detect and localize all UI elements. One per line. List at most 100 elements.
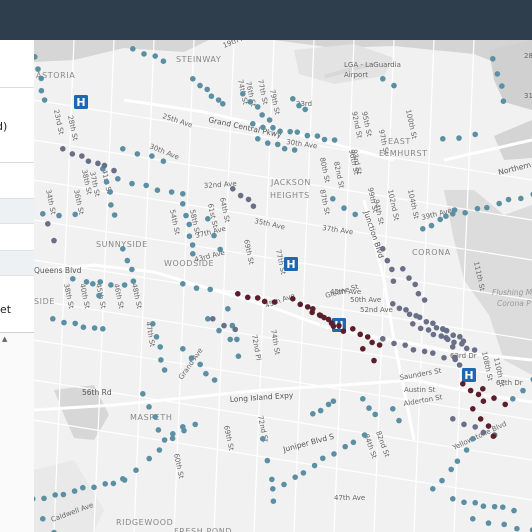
incident-dot (60, 146, 66, 152)
incident-dot (204, 86, 210, 93)
scroll-up-icon[interactable]: ▲ (2, 335, 8, 343)
incident-dot (421, 348, 428, 355)
panel-input-2[interactable] (0, 250, 34, 276)
hospital-icon[interactable]: H (462, 368, 476, 382)
map-view[interactable]: ASTORIA STEINWAY EAST ELMHURST JACKSON H… (34, 40, 532, 532)
incident-dot (60, 491, 67, 498)
svg-text:32nd Ave: 32nd Ave (204, 180, 237, 190)
incident-dot (456, 362, 463, 368)
svg-text:RIDGEWOOD: RIDGEWOOD (116, 518, 173, 527)
incident-dot (281, 481, 287, 488)
incident-dot (270, 498, 277, 505)
incident-dot (227, 336, 233, 343)
incident-dot (155, 427, 162, 433)
incident-dot (56, 212, 62, 219)
incident-dot (130, 278, 137, 284)
incident-dot (340, 328, 347, 335)
svg-text:77th St: 77th St (256, 79, 269, 106)
incident-dot (500, 504, 506, 510)
incident-dot (80, 484, 86, 491)
incident-dot (490, 433, 497, 440)
incident-dot (350, 439, 357, 446)
incident-dot (433, 324, 440, 331)
map-canvas[interactable]: ASTORIA STEINWAY EAST ELMHURST JACKSON H… (34, 40, 532, 532)
incident-dot (331, 451, 337, 457)
incident-dot (158, 357, 164, 363)
incident-dot (472, 424, 479, 430)
incident-dot (208, 93, 215, 99)
incident-dot (134, 151, 141, 157)
incident-dot (480, 503, 487, 510)
svg-text:28th: 28th (524, 52, 532, 60)
incident-dot (143, 182, 149, 189)
svg-text:60th St: 60th St (172, 453, 185, 480)
incident-dot (103, 179, 110, 185)
incident-dot (192, 421, 198, 428)
svg-text:69th St: 69th St (242, 239, 255, 266)
incident-dot (161, 437, 168, 443)
incident-dot (133, 467, 139, 474)
incident-dot (121, 282, 128, 288)
incident-dot (120, 146, 126, 152)
svg-text:28th St: 28th St (66, 115, 79, 142)
incident-dot (320, 455, 326, 462)
incident-dot (108, 202, 114, 208)
incident-dot (380, 246, 386, 252)
incident-dot (102, 481, 108, 487)
incident-dot (439, 477, 445, 484)
hospital-icon[interactable]: H (74, 95, 88, 109)
incident-dot (217, 246, 223, 253)
incident-dot (451, 339, 457, 346)
top-header-bar (0, 0, 532, 40)
svg-text:H: H (286, 258, 295, 271)
incident-dot (430, 350, 436, 356)
incident-dot (183, 212, 189, 219)
incident-dot (290, 96, 296, 102)
svg-text:Flushing Me: Flushing Me (492, 288, 532, 297)
incident-dot (261, 298, 268, 305)
incident-dot (205, 216, 211, 222)
incident-dot (443, 213, 449, 219)
svg-text:JACKSON: JACKSON (270, 178, 311, 187)
panel-divider (0, 87, 34, 88)
incident-dot (325, 401, 332, 408)
incident-dot (141, 51, 147, 57)
incident-dot (129, 180, 135, 187)
incident-dot (71, 488, 78, 494)
incident-dot (450, 416, 456, 422)
incident-dot (45, 221, 51, 227)
panel-list[interactable]: ▲ (0, 332, 34, 532)
incident-dot (269, 476, 275, 483)
incident-dot (457, 333, 463, 340)
incident-dot (34, 496, 36, 502)
panel-input-1[interactable] (0, 198, 34, 224)
incident-dot (41, 97, 48, 103)
incident-dot (330, 196, 336, 202)
incident-dot (470, 516, 476, 522)
incident-dot (180, 281, 186, 287)
incident-dot (152, 414, 158, 420)
incident-dot (281, 145, 288, 152)
incident-dot (70, 276, 76, 282)
svg-text:H: H (464, 369, 473, 382)
hospital-icon[interactable]: H (284, 257, 298, 271)
incident-dot (511, 507, 517, 514)
svg-text:SUNNYSIDE: SUNNYSIDE (96, 240, 148, 249)
incident-dot (260, 436, 266, 442)
incident-dot (391, 82, 397, 89)
incident-dot (505, 196, 512, 203)
incident-dot (310, 306, 316, 312)
svg-text:61st St: 61st St (206, 203, 219, 229)
incident-dot (157, 344, 163, 350)
incident-dot (254, 295, 261, 301)
incident-dot (438, 333, 445, 339)
incident-dot (40, 211, 46, 217)
incident-dot (341, 205, 347, 211)
incident-dot (490, 56, 496, 62)
svg-text:87th St: 87th St (318, 189, 331, 216)
incident-dot (460, 381, 466, 387)
incident-dot (140, 391, 146, 397)
svg-text:80th St: 80th St (318, 157, 331, 184)
incident-dot (207, 286, 213, 293)
incident-dot (153, 334, 160, 340)
